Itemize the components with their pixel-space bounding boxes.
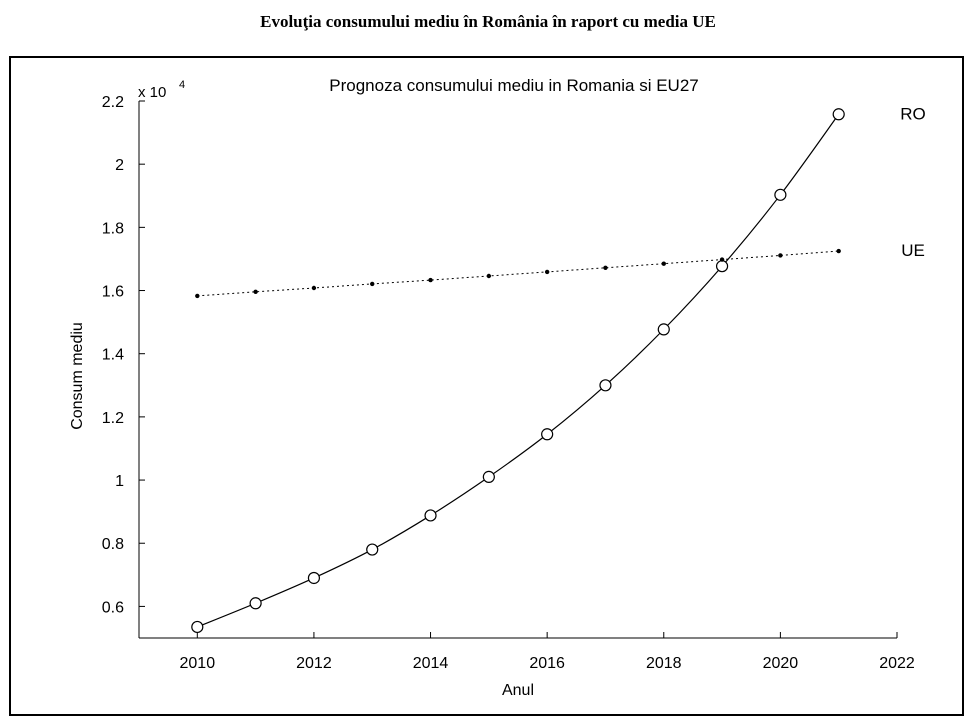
- x-axis-label: Anul: [502, 682, 534, 699]
- series-label-ro: RO: [900, 104, 926, 123]
- x-tick-label: 2010: [180, 655, 216, 672]
- y-axis-label: Consum mediu: [69, 322, 86, 430]
- data-point-ro: [715, 260, 729, 273]
- y-tick-label: 1.4: [102, 347, 124, 364]
- series-labels: RO UE: [900, 104, 926, 260]
- data-point-ue: [603, 265, 608, 270]
- data-point-ue: [311, 285, 317, 291]
- data-point-ro: [482, 470, 495, 483]
- series-line-ro: [197, 113, 840, 628]
- y-tick-label: 1.6: [102, 284, 124, 301]
- data-point-ro: [599, 379, 612, 392]
- data-point-ue: [428, 277, 433, 283]
- y-tick-label: 1.8: [102, 220, 124, 237]
- x-tick-label: 2014: [413, 655, 449, 672]
- data-point-ro: [657, 323, 670, 336]
- data-point-ro: [832, 108, 845, 121]
- y-axis-multiplier-exponent: 4: [179, 79, 185, 91]
- y-tick-label: 0.8: [102, 536, 124, 553]
- y-axis-multiplier: x 10: [138, 84, 166, 101]
- y-tick-label: 2.2: [102, 94, 124, 111]
- x-tick-label: 2020: [763, 655, 799, 672]
- data-point-ue: [370, 281, 375, 287]
- data-point-ue: [719, 257, 725, 262]
- data-point-ue: [253, 289, 258, 294]
- series-label-ue: UE: [901, 241, 925, 260]
- data-point-ue: [486, 273, 492, 279]
- data-point-ro: [307, 571, 321, 585]
- data-point-ro: [424, 509, 437, 522]
- series-lines: [197, 113, 840, 628]
- data-point-ue: [778, 253, 783, 258]
- data-point-ro: [191, 620, 204, 634]
- data-point-ue: [195, 293, 200, 299]
- data-point-ue: [836, 248, 841, 254]
- data-point-ue: [661, 261, 666, 266]
- document-caption: Evoluţia consumului mediu în România în …: [260, 12, 716, 31]
- data-point-ue: [544, 269, 550, 275]
- series-markers: [191, 108, 845, 634]
- y-tick-label: 2: [115, 157, 124, 174]
- y-tick-label: 1.2: [102, 410, 124, 427]
- data-point-ro: [366, 543, 379, 556]
- data-point-ro: [774, 188, 787, 201]
- series-line-ue: [197, 250, 839, 297]
- x-tick-label: 2022: [879, 655, 915, 672]
- axis-ticks: 2010 2012 2014 2016 2018 2020 2022 0.6 0.8 1 1.2 1.…: [102, 94, 915, 672]
- chart-title: Prognoza consumului mediu in Romania si …: [329, 76, 698, 95]
- data-point-ro: [249, 597, 262, 610]
- figure-frame: [9, 56, 964, 716]
- y-tick-label: 0.6: [102, 599, 124, 616]
- x-tick-label: 2016: [529, 655, 565, 672]
- y-tick-label: 1: [115, 473, 124, 490]
- x-tick-label: 2018: [646, 655, 682, 672]
- x-tick-label: 2012: [296, 655, 332, 672]
- data-point-ro: [541, 428, 554, 441]
